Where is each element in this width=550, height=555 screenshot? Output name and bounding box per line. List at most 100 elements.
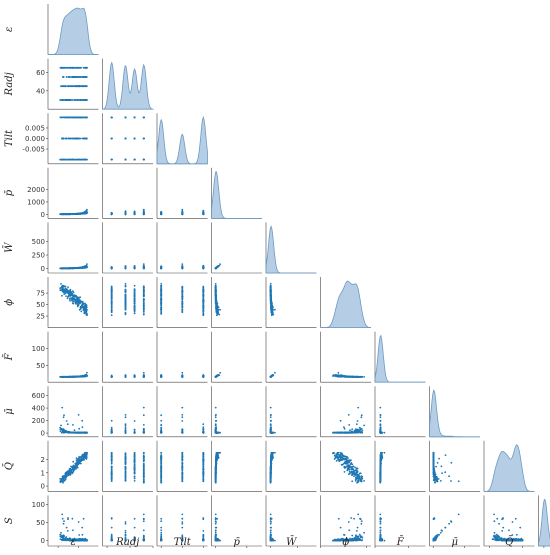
data-point: [217, 314, 219, 316]
data-point: [80, 76, 82, 78]
data-point: [143, 267, 145, 269]
data-point: [84, 117, 86, 119]
data-point: [160, 283, 162, 285]
kde-eps: [48, 8, 99, 55]
data-point: [202, 288, 204, 290]
data-point: [65, 293, 67, 295]
data-point: [62, 159, 64, 161]
data-point: [181, 213, 183, 215]
data-point: [76, 76, 78, 78]
data-point: [64, 117, 66, 119]
y-tick-label: 0.005: [25, 124, 45, 132]
y-tick-label: 2000: [27, 186, 45, 194]
data-point: [125, 314, 127, 316]
data-point: [125, 308, 127, 310]
data-point: [219, 372, 221, 374]
panel-w-vs-w: [266, 222, 317, 273]
data-point: [160, 286, 162, 288]
y-tick-label: 50: [36, 301, 45, 309]
data-point: [71, 297, 73, 299]
data-point: [85, 307, 87, 309]
data-point: [65, 159, 67, 161]
panel-p-vs-p: [212, 168, 263, 219]
data-point: [134, 285, 136, 287]
data-point: [84, 374, 86, 376]
data-point: [65, 291, 67, 293]
data-point: [270, 301, 272, 303]
data-point: [62, 288, 64, 290]
panel-phi-vs-tilt: [157, 277, 208, 328]
data-point: [218, 314, 220, 316]
data-point: [215, 293, 217, 295]
data-point: [74, 301, 76, 303]
data-point: [72, 303, 74, 305]
data-point: [76, 67, 78, 69]
data-point: [111, 297, 113, 299]
data-point: [134, 288, 136, 290]
data-point: [74, 294, 76, 296]
panel-f-vs-tilt: [157, 332, 208, 383]
data-point: [66, 76, 68, 78]
data-point: [202, 265, 204, 267]
data-point: [125, 117, 127, 119]
data-point: [160, 301, 162, 303]
panel-p-vs-tilt: [157, 168, 208, 219]
kde-tilt: [157, 117, 208, 164]
data-point: [82, 267, 84, 269]
data-point: [80, 213, 82, 215]
data-point: [215, 288, 217, 290]
data-point: [62, 376, 64, 378]
panel-w-vs-tilt: [157, 222, 208, 273]
data-point: [143, 296, 145, 298]
data-point: [76, 99, 78, 101]
data-point: [64, 376, 66, 378]
data-point: [181, 286, 183, 288]
data-point: [64, 267, 66, 269]
data-point: [160, 267, 162, 269]
data-point: [160, 299, 162, 301]
data-point: [69, 76, 71, 78]
data-point: [70, 159, 72, 161]
data-point: [181, 305, 183, 307]
data-point: [181, 311, 183, 313]
data-point: [111, 291, 113, 293]
data-point: [80, 311, 82, 313]
data-point: [62, 117, 64, 119]
data-point: [70, 99, 72, 101]
panel-f-vs-phi: [321, 332, 372, 383]
data-point: [143, 293, 145, 295]
data-point: [181, 263, 183, 265]
data-point: [72, 267, 74, 269]
data-point: [72, 159, 74, 161]
data-point: [160, 294, 162, 296]
data-point: [143, 159, 145, 161]
data-point: [80, 376, 82, 378]
data-point: [78, 117, 80, 119]
data-point: [65, 67, 67, 69]
y-tick-label: 0: [41, 265, 45, 273]
data-point: [84, 265, 86, 267]
data-point: [64, 213, 66, 215]
y-tick-label: 60: [36, 69, 45, 77]
data-point: [160, 376, 162, 378]
panel-w-vs-p: [212, 222, 263, 273]
data-point: [202, 305, 204, 307]
data-point: [83, 159, 85, 161]
data-point: [68, 291, 70, 293]
data-point: [80, 308, 82, 310]
data-point: [338, 372, 340, 374]
data-point: [68, 159, 70, 161]
data-point: [82, 301, 84, 303]
data-point: [78, 76, 80, 78]
data-point: [68, 85, 70, 87]
data-point: [111, 288, 113, 290]
kde-phi: [321, 281, 372, 328]
panel-tilt-vs-tilt: [157, 113, 208, 164]
data-point: [270, 283, 272, 285]
data-point: [270, 286, 272, 288]
data-point: [111, 304, 113, 306]
data-point: [62, 67, 64, 69]
